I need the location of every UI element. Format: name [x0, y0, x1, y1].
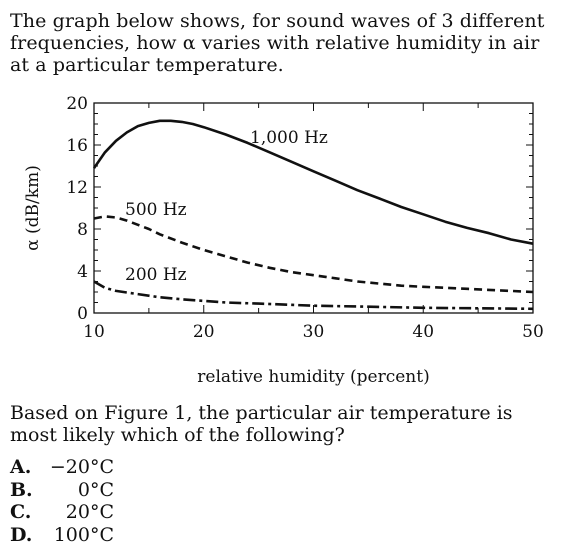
option-d-letter: D. [10, 523, 33, 546]
option-d[interactable]: D. 100°C [10, 524, 114, 547]
chart-svg: 0 4 8 12 16 20 10 20 30 40 50 relative humidity (pe… [23, 94, 544, 387]
question-text: Based on Figure 1, the particular air te… [10, 402, 513, 446]
x-tick-label: 30 [303, 322, 325, 342]
y-tick-label: 4 [77, 262, 88, 282]
y-tick-label: 0 [77, 304, 88, 324]
answer-options: A. −20°C B. 0°C C. 20°C D. 100°C [10, 456, 114, 546]
option-b-value: 0°C [77, 478, 114, 501]
x-tick-label: 10 [83, 322, 105, 342]
x-axis-label: relative humidity (percent) [197, 367, 429, 387]
series-line-0 [92, 119, 534, 245]
y-axis-label: α (dB/km) [23, 165, 43, 251]
x-tick-label: 50 [522, 322, 544, 342]
series-label: 1,000 Hz [250, 128, 328, 148]
option-b-letter: B. [10, 478, 33, 501]
series-label: 500 Hz [125, 200, 187, 220]
series-label: 200 Hz [125, 265, 187, 285]
intro-text: The graph below shows, for sound waves o… [10, 10, 545, 76]
y-tick-label: 20 [66, 94, 88, 114]
y-tick-label: 16 [66, 136, 88, 156]
option-a-value: −20°C [49, 456, 114, 478]
series-line-1 [93, 215, 534, 294]
x-tick-label: 40 [412, 322, 434, 342]
option-a[interactable]: A. −20°C [10, 456, 114, 479]
x-tick-label: 20 [193, 322, 215, 342]
option-c-letter: C. [10, 501, 32, 523]
line-chart: 0 4 8 12 16 20 10 20 30 40 50 relative humidity (pe… [0, 90, 566, 390]
y-tick-label: 12 [66, 178, 88, 198]
option-d-value: 100°C [53, 523, 114, 546]
y-tick-label: 8 [77, 220, 88, 240]
option-b[interactable]: B. 0°C [10, 479, 114, 502]
option-c-value: 20°C [65, 501, 114, 523]
option-a-letter: A. [10, 456, 32, 478]
option-c[interactable]: C. 20°C [10, 501, 114, 524]
series-line-2 [93, 280, 534, 311]
